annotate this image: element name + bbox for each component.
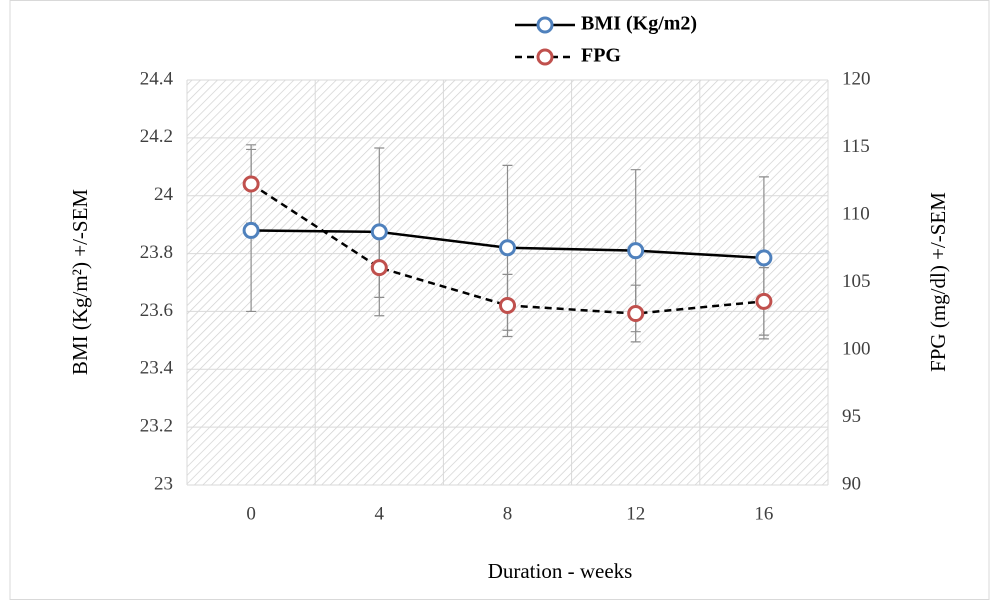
- x-tick-label: 16: [754, 503, 773, 524]
- point-marker: [755, 292, 773, 310]
- y2-axis-title: FPG (mg/dl) +/-SEM: [926, 192, 950, 372]
- y2-tick-label: 100: [842, 338, 871, 359]
- x-tick-label: 8: [503, 503, 513, 524]
- y-tick-label: 23: [154, 473, 173, 494]
- y2-tick-label: 120: [842, 68, 871, 89]
- y-tick-label: 23.2: [140, 416, 173, 437]
- legend-marker: [536, 48, 554, 66]
- point-marker: [499, 296, 516, 314]
- point-marker: [755, 249, 773, 267]
- legend-label: FPG: [581, 45, 621, 67]
- y2-tick-label: 90: [842, 473, 861, 494]
- x-tick-label: 0: [246, 503, 256, 524]
- y2-tick-label: 110: [842, 203, 870, 224]
- point-marker: [242, 221, 260, 239]
- y2-tick-label: 95: [842, 406, 861, 427]
- x-tick-label: 12: [626, 503, 645, 524]
- x-tick-label: 4: [375, 503, 385, 524]
- point-marker: [627, 242, 645, 260]
- y2-tick-label: 105: [842, 271, 871, 292]
- series-line: [250, 182, 765, 315]
- y-axis-title: BMI (Kg/m²) +/-SEM: [68, 189, 92, 375]
- legend-label: BMI (Kg/m2): [581, 13, 697, 35]
- point-marker: [242, 175, 260, 193]
- y2-tick-label: 115: [842, 136, 870, 157]
- y-tick-label: 23.6: [140, 300, 173, 321]
- y-tick-label: 24.4: [140, 68, 174, 89]
- legend-marker: [536, 16, 554, 34]
- y-tick-label: 24.2: [140, 126, 173, 147]
- point-marker: [370, 223, 388, 241]
- y-tick-label: 23.4: [140, 358, 174, 379]
- y-tick-label: 24: [154, 184, 174, 205]
- x-axis-title: Duration - weeks: [488, 559, 633, 583]
- point-marker: [627, 305, 645, 323]
- point-marker: [499, 239, 516, 257]
- point-marker: [370, 259, 388, 277]
- y-tick-label: 23.8: [140, 242, 173, 263]
